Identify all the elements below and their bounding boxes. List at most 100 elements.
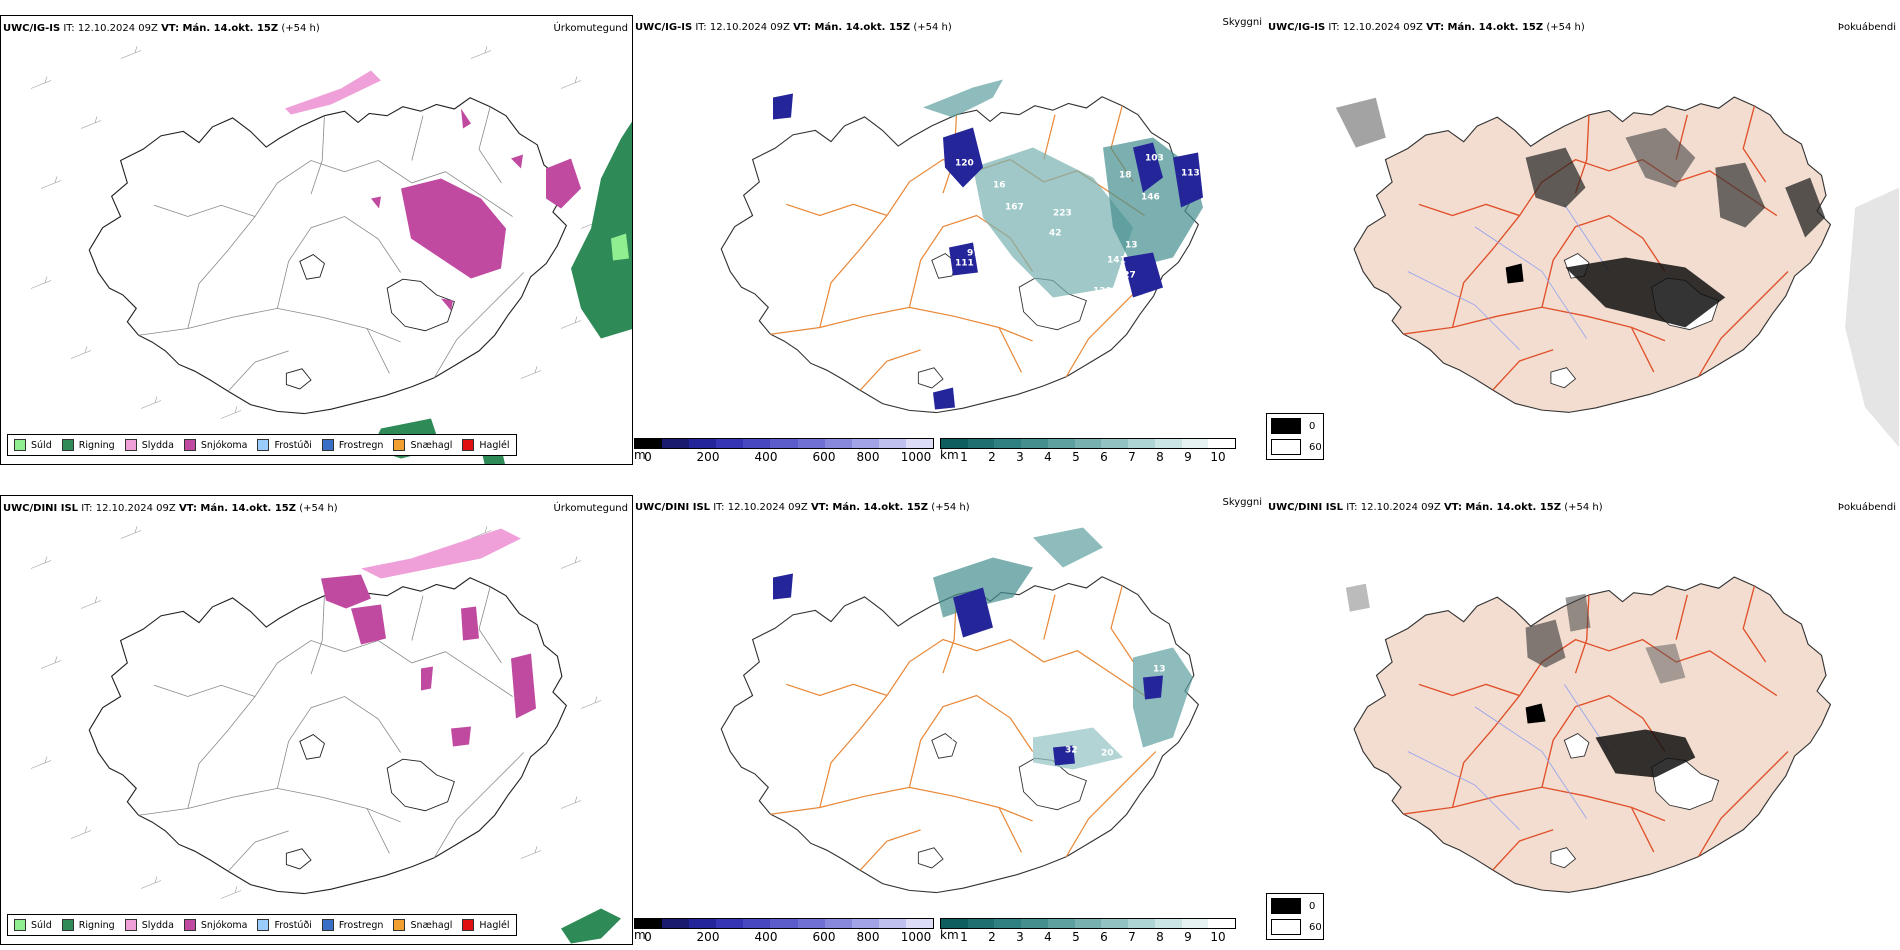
panel-label: Skyggni bbox=[1222, 17, 1262, 28]
panel-title: UWC/DINI ISL IT: 12.10.2024 09Z VT: Mán.… bbox=[635, 502, 970, 513]
swatch bbox=[321, 439, 334, 451]
legend-item: Snjókoma bbox=[183, 439, 247, 451]
panel-label: Þokuábendi bbox=[1837, 22, 1896, 33]
low-ceiling-areas bbox=[773, 573, 1163, 766]
ceiling-value: 13 bbox=[1153, 665, 1166, 675]
swatch bbox=[124, 439, 137, 451]
fog-swatch bbox=[1271, 439, 1301, 455]
snow-areas bbox=[285, 70, 581, 311]
precip-type-legend: Súld Rigning Slydda Snjókoma Frostúði Fr… bbox=[7, 434, 517, 456]
ceiling-value: 103 bbox=[1145, 154, 1164, 164]
precip-type-panel-bottom: UWC/DINI ISL IT: 12.10.2024 09Z VT: Mán.… bbox=[0, 495, 633, 945]
swatch bbox=[61, 919, 74, 931]
precip-type-legend: Súld Rigning Slydda Snjókoma Frostúði Fr… bbox=[7, 914, 517, 936]
ceiling-colorbar: m 0 200 400 600 800 1000 bbox=[634, 918, 934, 944]
panel-title: UWC/IG-IS IT: 12.10.2024 09Z VT: Mán. 14… bbox=[3, 23, 320, 34]
ceiling-colorbar: m 0 200 400 600 800 1000 bbox=[634, 438, 934, 464]
fog-legend-top: 0 60 bbox=[1266, 413, 1324, 460]
legend-item: Frostregn bbox=[321, 919, 383, 931]
ceiling-value: 141 bbox=[1107, 256, 1126, 266]
ceiling-colorbar-fill bbox=[634, 438, 934, 449]
cloud-ceiling-map-top: 120 16 167 223 42 111 97 103 113 146 18 … bbox=[720, 79, 1203, 414]
colorbar-unit: km bbox=[940, 928, 959, 942]
visibility-colorbar: km 1 2 3 4 5 6 7 8 9 10 bbox=[940, 918, 1236, 944]
swatch bbox=[462, 439, 475, 451]
fog-legend-bottom: 0 60 bbox=[1266, 893, 1324, 940]
fog-index-map-bottom bbox=[1345, 576, 1832, 893]
panel-label: Skyggni bbox=[1222, 497, 1262, 508]
cloud-ceiling-panel-bottom: 139 20 13 32 UWC/DINI ISL IT: 12.10.2024… bbox=[633, 495, 1266, 945]
legend-item: Haglél bbox=[462, 919, 510, 931]
ceiling-values: 120 16 167 223 42 111 97 103 113 146 18 … bbox=[955, 154, 1200, 297]
precip-type-map-top bbox=[30, 46, 632, 464]
colorbar-ticks: 0 200 400 600 800 1000 bbox=[644, 450, 932, 464]
colorbar-ticks: 1 2 3 4 5 6 7 8 9 10 bbox=[960, 450, 1226, 464]
visibility-colorbar-fill bbox=[940, 438, 1236, 449]
ceiling-value: 97 bbox=[967, 249, 980, 259]
ceiling-value: 113 bbox=[1181, 169, 1200, 179]
legend-item: Frostregn bbox=[321, 439, 383, 451]
ceiling-value: 129 bbox=[1093, 287, 1112, 297]
colorbar-unit: m bbox=[634, 928, 646, 942]
rain-areas bbox=[561, 908, 621, 944]
swatch bbox=[321, 919, 334, 931]
fog-areas bbox=[1335, 97, 1899, 448]
panel-title: UWC/IG-IS IT: 12.10.2024 09Z VT: Mán. 14… bbox=[1268, 22, 1585, 33]
swatch bbox=[14, 439, 26, 451]
legend-item: Súld bbox=[14, 439, 52, 451]
swatch bbox=[124, 919, 137, 931]
swatch bbox=[61, 439, 74, 451]
ceiling-colorbar-fill bbox=[634, 918, 934, 929]
legend-item: Rigning bbox=[61, 919, 115, 931]
ceiling-value: 16 bbox=[993, 181, 1006, 191]
ceiling-value: 42 bbox=[1049, 229, 1062, 239]
ceiling-value: 223 bbox=[1053, 209, 1072, 219]
fog-swatch bbox=[1271, 418, 1301, 434]
panel-label: Úrkomutegund bbox=[553, 23, 628, 34]
swatch bbox=[257, 919, 270, 931]
ceiling-value: 120 bbox=[955, 159, 974, 169]
ceiling-value: 127 bbox=[1117, 271, 1136, 281]
fog-index-panel-top: UWC/IG-IS IT: 12.10.2024 09Z VT: Mán. 14… bbox=[1266, 15, 1900, 465]
ceiling-value: 167 bbox=[1005, 203, 1024, 213]
swatch bbox=[393, 439, 406, 451]
legend-item: Haglél bbox=[462, 439, 510, 451]
fog-swatch bbox=[1271, 919, 1301, 935]
precip-type-map-bottom bbox=[30, 526, 621, 944]
legend-item: Frostúði bbox=[257, 439, 312, 451]
snow-areas bbox=[321, 528, 536, 747]
swatch bbox=[14, 919, 26, 931]
panel-label: Úrkomutegund bbox=[553, 503, 628, 514]
ceiling-value: 13 bbox=[1125, 241, 1138, 251]
fog-index-map-top bbox=[1335, 96, 1899, 448]
swatch bbox=[257, 439, 270, 451]
ceiling-value: 146 bbox=[1141, 193, 1160, 203]
swatch bbox=[183, 439, 196, 451]
precip-type-panel-top: UWC/IG-IS IT: 12.10.2024 09Z VT: Mán. 14… bbox=[0, 15, 633, 465]
cloud-ceiling-panel-top: 120 16 167 223 42 111 97 103 113 146 18 … bbox=[633, 15, 1266, 465]
low-ceiling-areas bbox=[773, 93, 1203, 410]
legend-item: Slydda bbox=[124, 439, 174, 451]
fog-areas bbox=[1345, 583, 1696, 778]
visibility-colorbar: km 1 2 3 4 5 6 7 8 9 10 bbox=[940, 438, 1236, 464]
panel-label: Þokuábendi bbox=[1837, 502, 1896, 513]
ceiling-value: 139 bbox=[951, 733, 970, 743]
legend-item: Frostúði bbox=[257, 919, 312, 931]
swatch bbox=[393, 919, 406, 931]
ceiling-values: 139 20 13 32 bbox=[951, 665, 1166, 759]
ceiling-value: 32 bbox=[1065, 746, 1078, 756]
swatch bbox=[183, 919, 196, 931]
fog-index-panel-bottom: UWC/DINI ISL IT: 12.10.2024 09Z VT: Mán.… bbox=[1266, 495, 1900, 945]
legend-item: Snjókoma bbox=[183, 919, 247, 931]
ceiling-value: 111 bbox=[955, 259, 974, 269]
legend-item: Súld bbox=[14, 919, 52, 931]
panel-title: UWC/IG-IS IT: 12.10.2024 09Z VT: Mán. 14… bbox=[635, 22, 952, 33]
legend-item: Rigning bbox=[61, 439, 115, 451]
ceiling-value: 20 bbox=[1101, 749, 1114, 759]
swatch bbox=[462, 919, 475, 931]
visibility-colorbar-fill bbox=[940, 918, 1236, 929]
colorbar-unit: km bbox=[940, 448, 959, 462]
panel-title: UWC/DINI ISL IT: 12.10.2024 09Z VT: Mán.… bbox=[1268, 502, 1603, 513]
cloud-ceiling-map-bottom: 139 20 13 32 bbox=[720, 527, 1199, 894]
fog-swatch bbox=[1271, 898, 1301, 914]
